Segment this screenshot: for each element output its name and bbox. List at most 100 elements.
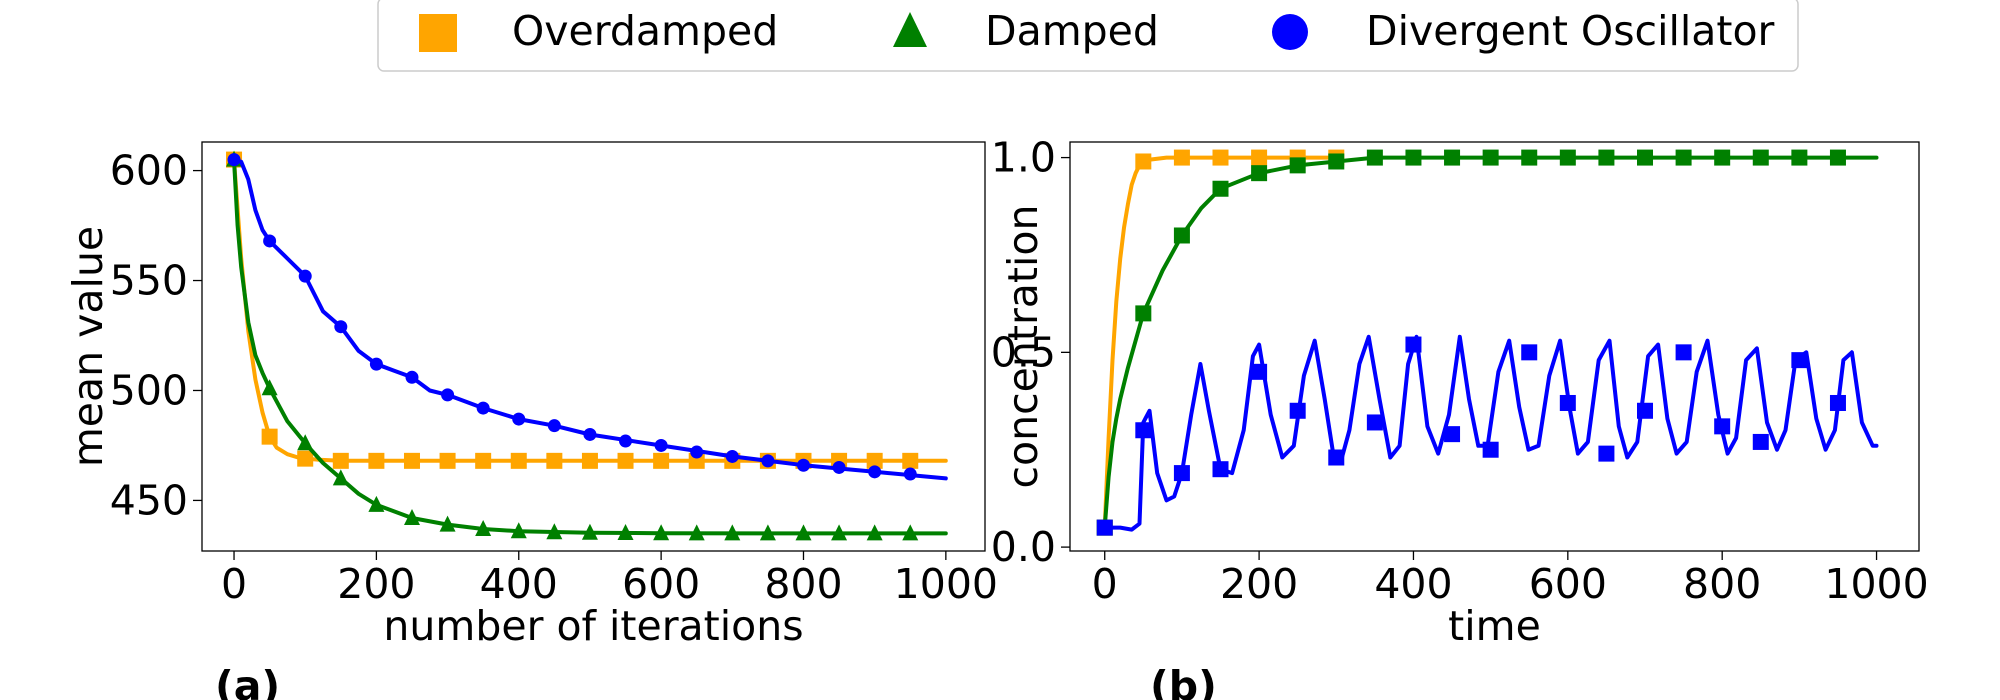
- data-point-square: [866, 452, 883, 469]
- data-point-square: [261, 428, 278, 445]
- data-point-square: [1096, 519, 1113, 536]
- data-point-square: [1559, 394, 1576, 411]
- y-axis-label: concentration: [999, 205, 1047, 489]
- data-point-circle: [868, 465, 882, 479]
- data-point-square: [1251, 165, 1268, 182]
- legend: Overdamped Damped Divergent Oscillator: [377, 0, 1799, 72]
- data-point-square: [368, 452, 385, 469]
- data-point-circle: [405, 370, 419, 384]
- series-divergent-oscillator: [1096, 334, 1879, 536]
- data-point-triangle: [617, 523, 634, 540]
- x-tick-label: 200: [1220, 560, 1298, 608]
- legend-item-damped: Damped: [893, 7, 1159, 55]
- y-tick-label: 1.0: [991, 134, 1056, 182]
- x-tick-label: 1000: [1824, 560, 1928, 608]
- x-tick-label: 1000: [894, 560, 998, 608]
- legend-square-marker: [419, 14, 457, 52]
- x-tick-label: 0: [1092, 560, 1118, 608]
- data-point-square: [653, 452, 670, 469]
- data-point-triangle: [759, 524, 776, 541]
- y-tick-label: 600: [110, 147, 188, 195]
- data-point-square: [1289, 402, 1306, 419]
- data-point-square: [439, 452, 456, 469]
- data-point-square: [1637, 402, 1654, 419]
- data-point-square: [1829, 149, 1846, 166]
- x-axis-label: number of iterations: [383, 602, 803, 650]
- data-point-square: [1366, 414, 1383, 431]
- data-point-triangle: [866, 524, 883, 541]
- data-point-triangle: [332, 469, 349, 486]
- x-tick-label: 400: [1374, 560, 1452, 608]
- data-point-circle: [796, 458, 810, 472]
- y-tick-label: 0.5: [991, 328, 1056, 376]
- panel-b-concentration-chart: 0 200 400 600 800 1000 0.0 0.5 1.0 time concentrat…: [991, 134, 1929, 700]
- data-point-square: [546, 452, 563, 469]
- series-overdamped: [226, 151, 948, 469]
- data-point-square: [1482, 441, 1499, 458]
- data-point-square: [1791, 352, 1808, 369]
- y-axis-label: mean value: [64, 226, 112, 467]
- y-tick-label: 500: [110, 366, 188, 414]
- x-axis-label: time: [1448, 602, 1541, 650]
- series-line: [232, 157, 948, 463]
- data-point-square: [1521, 344, 1538, 361]
- series-divergent-oscillator: [227, 153, 948, 481]
- data-point-square: [1598, 149, 1615, 166]
- data-point-square: [1482, 149, 1499, 166]
- series-line: [1102, 334, 1879, 532]
- data-point-square: [403, 452, 420, 469]
- data-point-square: [332, 452, 349, 469]
- data-point-square: [1444, 426, 1461, 443]
- data-point-square: [1251, 149, 1268, 166]
- plot-frame: [201, 141, 986, 552]
- data-point-circle: [619, 434, 633, 448]
- data-point-triangle: [510, 522, 527, 539]
- data-point-square: [1444, 149, 1461, 166]
- data-point-square: [1752, 433, 1769, 450]
- data-point-circle: [263, 234, 277, 248]
- data-point-circle: [227, 153, 241, 167]
- data-point-circle: [690, 445, 704, 459]
- data-point-square: [1173, 465, 1190, 482]
- plot-frame: [1069, 141, 1920, 552]
- data-point-square: [1366, 149, 1383, 166]
- data-point-square: [902, 452, 919, 469]
- data-point-square: [1791, 149, 1808, 166]
- legend-item-divergent-oscillator: Divergent Oscillator: [1272, 7, 1775, 55]
- data-point-square: [617, 452, 634, 469]
- data-point-square: [1675, 344, 1692, 361]
- data-point-square: [1135, 422, 1152, 439]
- data-point-circle: [476, 401, 490, 415]
- legend-circle-marker: [1272, 14, 1308, 50]
- data-point-circle: [832, 460, 846, 474]
- data-point-circle: [903, 467, 917, 481]
- data-point-square: [1135, 305, 1152, 322]
- x-tick-label: 600: [622, 560, 700, 608]
- data-point-circle: [761, 454, 775, 468]
- x-tick-label: 800: [1683, 560, 1761, 608]
- legend-label-overdamped: Overdamped: [512, 7, 778, 55]
- data-point-triangle: [902, 524, 919, 541]
- legend-label-divergent-oscillator: Divergent Oscillator: [1366, 7, 1775, 55]
- panel-label: (b): [1150, 662, 1217, 700]
- data-point-circle: [547, 419, 561, 433]
- data-point-square: [1135, 153, 1152, 170]
- y-tick-label: 550: [110, 257, 188, 305]
- data-point-triangle: [261, 379, 278, 396]
- legend-triangle-marker: [893, 12, 927, 47]
- data-point-square: [1251, 363, 1268, 380]
- x-tick-label: 600: [1529, 560, 1607, 608]
- legend-label-damped: Damped: [985, 7, 1159, 55]
- data-point-square: [1752, 149, 1769, 166]
- data-point-triangle: [368, 495, 385, 512]
- data-point-circle: [512, 412, 526, 426]
- data-point-circle: [583, 427, 597, 441]
- data-point-square: [1328, 153, 1345, 170]
- data-point-square: [1598, 445, 1615, 462]
- data-point-square: [297, 450, 314, 467]
- x-tick-label: 800: [764, 560, 842, 608]
- series-damped: [1096, 149, 1879, 536]
- y-tick-label: 450: [110, 476, 188, 524]
